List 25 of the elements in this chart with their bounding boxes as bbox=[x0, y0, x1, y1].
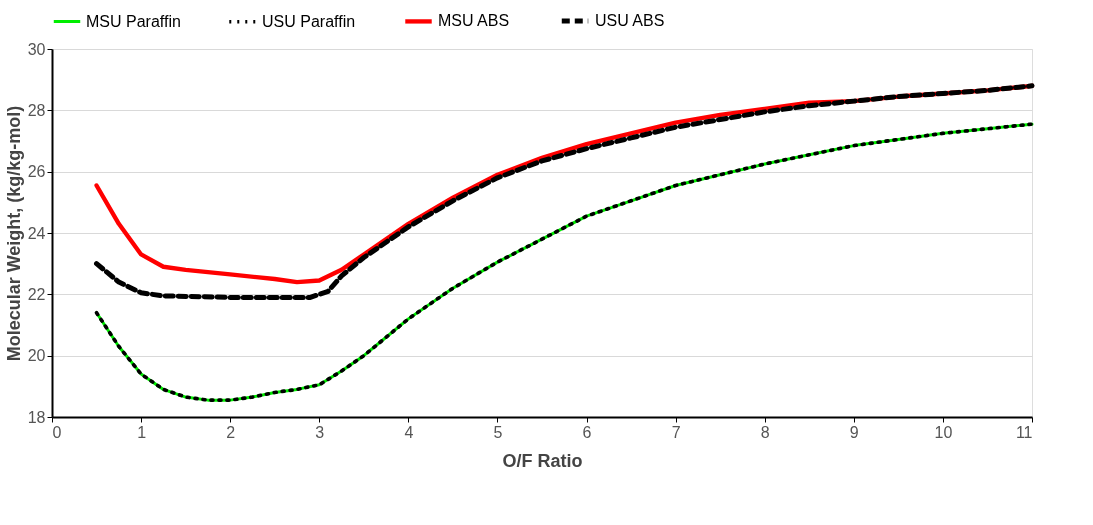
y-tick-label: 22 bbox=[27, 285, 46, 303]
y-tick-label: 18 bbox=[27, 408, 46, 426]
x-tick-label: 5 bbox=[493, 423, 503, 441]
legend-label: USU ABS bbox=[595, 12, 665, 29]
y-tick-label: 20 bbox=[27, 347, 46, 365]
x-tick-label: 11 bbox=[1015, 423, 1033, 441]
y-tick-label: 26 bbox=[27, 163, 46, 181]
y-tick-label: 30 bbox=[27, 40, 46, 58]
x-tick-label: 7 bbox=[671, 423, 681, 441]
x-tick-label: 3 bbox=[315, 423, 325, 441]
x-tick-label: 8 bbox=[760, 423, 770, 441]
legend-label: USU Paraffin bbox=[262, 12, 356, 30]
x-tick-label: 6 bbox=[582, 423, 592, 441]
legend-label: MSU ABS bbox=[438, 12, 510, 30]
y-tick-label: 24 bbox=[27, 224, 46, 242]
x-tick-label: 4 bbox=[404, 423, 414, 441]
y-tick-label: 28 bbox=[27, 101, 46, 119]
x-tick-label: 10 bbox=[934, 423, 953, 441]
x-tick-label: 2 bbox=[226, 423, 236, 441]
x-tick-label: 0 bbox=[52, 423, 62, 441]
y-axis-title: Molecular Weight, (kg/kg-mol) bbox=[3, 105, 24, 362]
x-axis-title: O/F Ratio bbox=[502, 450, 583, 471]
x-tick-label: 9 bbox=[849, 423, 859, 441]
x-tick-label: 1 bbox=[137, 423, 147, 441]
legend-label: MSU Paraffin bbox=[86, 12, 181, 30]
